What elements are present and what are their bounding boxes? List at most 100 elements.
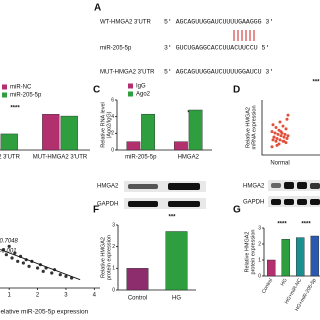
blot-label: GAPDH [97, 202, 118, 208]
panel-label: C [93, 85, 100, 96]
point [285, 117, 289, 121]
y-tick-label: 0 [258, 273, 261, 279]
y-tick-label: 0 [111, 147, 114, 153]
point [271, 138, 275, 142]
y-tick-label: 3 [258, 225, 261, 231]
bar [267, 259, 276, 277]
y-tick-label: 0 [112, 287, 115, 293]
point [41, 269, 45, 273]
sequence: 5' AGCAGUUGGAUCUUUUGGAUCU 3' [164, 69, 273, 76]
bar [141, 113, 155, 151]
x-tick-label: miR-205-5p [125, 155, 157, 161]
x-tick-label: HG [280, 278, 289, 288]
legend-swatch [2, 84, 7, 90]
sequence: 3' GUCUGAGGCACCUUACUUCCU 5' [164, 45, 269, 52]
bar [60, 115, 78, 151]
x-tick-label: Normal [270, 161, 289, 167]
y-tick-label: 1 [112, 266, 115, 272]
x-tick-label: HMGA2 [178, 155, 200, 161]
point [271, 123, 275, 127]
annotation: **** [277, 222, 287, 228]
point [273, 131, 277, 135]
point [279, 130, 283, 134]
point [58, 273, 62, 277]
legend-swatch [2, 92, 7, 98]
y-tick-label: 4 [111, 114, 114, 120]
x-tick-label: HG [172, 296, 181, 302]
x-tick-label: 1 [8, 293, 12, 299]
blot-label: HMGA2 [97, 184, 119, 190]
point [286, 134, 290, 138]
x-tick-label: HMGA2 3'UTR [0, 155, 21, 161]
legend-label: miR-NC [10, 85, 32, 91]
point [7, 244, 11, 248]
annotation: **** [301, 222, 311, 228]
point [13, 251, 17, 255]
point [274, 126, 278, 129]
annotation: r=-0.7048 [0, 239, 19, 245]
y-axis-label: mRNA expression [251, 105, 257, 149]
point [272, 135, 276, 139]
legend-swatch [128, 83, 133, 89]
y-axis-label: (Ago2/IgG) [106, 111, 112, 138]
sequence-name: MUT-HMGA2 3'UTR [100, 70, 155, 76]
bar [296, 237, 305, 277]
point [275, 143, 279, 147]
point [279, 134, 283, 138]
y-tick-label: 2 [111, 131, 114, 137]
y-tick-label: 2 [258, 241, 261, 247]
bar [126, 141, 141, 151]
point [270, 145, 274, 149]
y-tick-label: 3 [112, 222, 115, 228]
bar [126, 268, 149, 291]
point [64, 274, 68, 278]
legend-label: Ago2 [136, 92, 151, 98]
panel-label: G [233, 205, 241, 216]
y-axis-label: Relative RNA level [100, 102, 106, 148]
base-pairing [233, 30, 255, 41]
bar [165, 231, 188, 291]
y-axis-label: Relative HMGA2 [244, 232, 250, 273]
bar [174, 141, 188, 151]
axis [0, 287, 100, 289]
point [10, 256, 14, 260]
sequence: 5' AGCAGUUGGAUCUUUUGAAGGG 3' [164, 19, 273, 26]
fit-line [0, 249, 81, 281]
annotation: *** [312, 80, 320, 86]
y-axis-label: protein expression [106, 235, 112, 280]
y-axis-label: protein expression [250, 230, 256, 275]
axis [261, 100, 320, 156]
point [278, 138, 282, 142]
x-tick-label: Control [261, 278, 274, 295]
point [282, 139, 286, 143]
bar [281, 238, 290, 277]
legend-label: miR-205-5p [10, 93, 42, 99]
bar [310, 235, 319, 277]
point [274, 139, 278, 143]
point [286, 113, 290, 117]
bar [188, 109, 203, 151]
sequence-name: WT-HMGA2 3'UTR [100, 20, 151, 26]
bar [42, 114, 60, 151]
y-tick-label: 2 [112, 244, 115, 250]
blot-label: GAPDH [243, 200, 264, 206]
panel-label: F [93, 205, 99, 216]
point [282, 135, 286, 139]
bar [0, 133, 18, 151]
point [4, 253, 8, 257]
legend-label: IgG [136, 84, 146, 90]
point [285, 137, 289, 140]
x-tick-label: 3 [64, 293, 68, 299]
annotation: **** [10, 106, 20, 112]
point [27, 264, 31, 268]
point [270, 130, 274, 134]
annotation: *** [168, 215, 176, 221]
point [276, 132, 280, 136]
legend-swatch [128, 91, 133, 97]
point [35, 266, 40, 270]
x-tick-label: MUT-HMGA2 3'UTR [33, 155, 88, 161]
point [50, 271, 54, 275]
annotation: P<0.001 [0, 249, 17, 255]
panel-label: D [233, 85, 240, 96]
